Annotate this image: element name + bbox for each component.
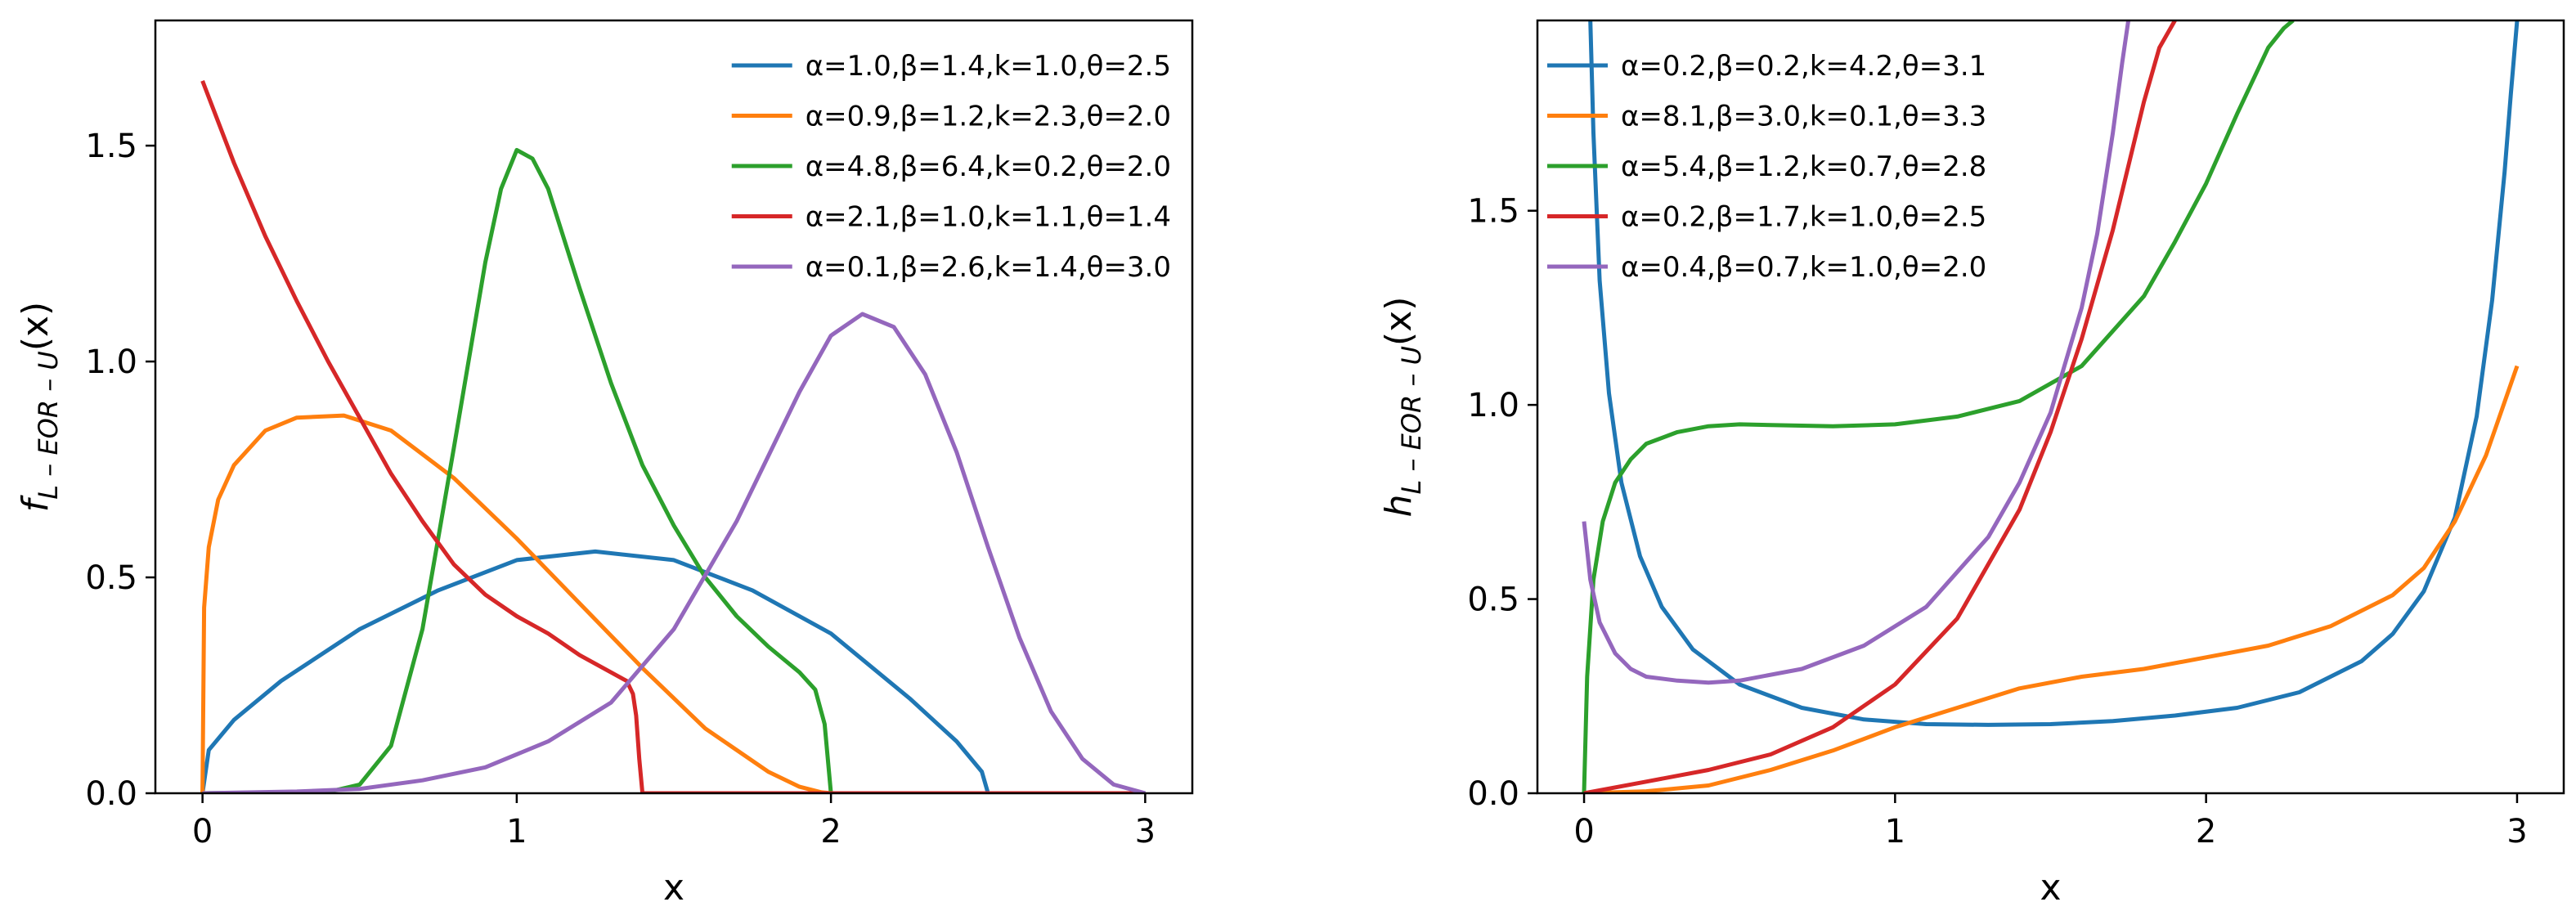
- series-line-4: [1583, 20, 2177, 793]
- y-tick-label: 1.5: [85, 128, 137, 165]
- series-line-2: [200, 413, 1146, 793]
- y-tick-label: 0.0: [85, 775, 137, 813]
- series-line-1: [200, 549, 1146, 793]
- plot-area: [200, 80, 1147, 793]
- legend-label: α=0.1,β=2.6,k=1.4,θ=3.0: [806, 251, 1171, 284]
- legend-label: α=5.4,β=1.2,k=0.7,θ=2.8: [1621, 150, 1986, 183]
- right-chart-hazard: 0 1 2 3 0.0 0.5 1.0 1.5 x hL – EOR – U(x) α=0.2,β=…: [1378, 19, 2565, 909]
- legend-entry-1: α=0.2,β=0.2,k=4.2,θ=3.1: [1547, 50, 1986, 83]
- legend-label: α=8.1,β=3.0,k=0.1,θ=3.3: [1621, 101, 1986, 133]
- x-tick-label: 1: [1885, 813, 1905, 850]
- x-tick-label: 3: [1135, 813, 1156, 850]
- legend-entry-3: α=4.8,β=6.4,k=0.2,θ=2.0: [731, 150, 1171, 183]
- legend-label: α=1.0,β=1.4,k=1.0,θ=2.5: [806, 50, 1171, 83]
- series-line-1: [1588, 20, 2520, 727]
- legend-entry-2: α=0.9,β=1.2,k=2.3,θ=2.0: [731, 101, 1171, 133]
- legend-entry-4: α=0.2,β=1.7,k=1.0,θ=2.5: [1547, 201, 1986, 234]
- y-tick-label: 1.5: [1467, 193, 1519, 231]
- y-axis-label: hL – EOR – U(x): [1378, 297, 1427, 518]
- legend-entry-3: α=5.4,β=1.2,k=0.7,θ=2.8: [1547, 150, 1986, 183]
- x-tick-label: 2: [820, 813, 841, 850]
- x-tick-label: 0: [1573, 813, 1594, 850]
- legend-entry-2: α=8.1,β=3.0,k=0.1,θ=3.3: [1547, 101, 1986, 133]
- axes-frame: [154, 19, 1194, 795]
- series-line-4: [200, 80, 1146, 793]
- x-axis-label: x: [663, 867, 684, 909]
- legend-label: α=0.9,β=1.2,k=2.3,θ=2.0: [806, 101, 1171, 133]
- y-tick-label: 0.0: [1467, 775, 1519, 813]
- plot-area: [1582, 20, 2520, 793]
- series-line-5: [1582, 20, 2131, 685]
- legend-label: α=0.2,β=1.7,k=1.0,θ=2.5: [1621, 201, 1986, 234]
- series-line-3: [1582, 20, 2295, 793]
- series-line-3: [202, 147, 1146, 793]
- y-tick-label: 1.0: [85, 343, 137, 381]
- axes-frame: [1536, 19, 2565, 795]
- legend-entry-5: α=0.4,β=0.7,k=1.0,θ=2.0: [1547, 251, 1986, 284]
- legend-label: α=2.1,β=1.0,k=1.1,θ=1.4: [806, 201, 1171, 234]
- x-tick-label: 3: [2506, 813, 2527, 850]
- legend-label: α=4.8,β=6.4,k=0.2,θ=2.0: [806, 150, 1171, 183]
- x-tick-label: 1: [506, 813, 527, 850]
- y-tick-label: 1.0: [1467, 387, 1519, 424]
- legend: α=1.0,β=1.4,k=1.0,θ=2.5 α=0.9,β=1.2,k=2.3…: [731, 50, 1171, 284]
- x-tick-label: 0: [192, 813, 213, 850]
- left-chart-density: 0 1 2 3 0.0 0.5 1.0 1.5 x fL – EOR – U(x) α=1.0,β=…: [15, 19, 1194, 909]
- legend-label: α=0.2,β=0.2,k=4.2,θ=3.1: [1621, 50, 1986, 83]
- y-tick-label: 0.5: [1467, 581, 1519, 619]
- legend-entry-5: α=0.1,β=2.6,k=1.4,θ=3.0: [731, 251, 1171, 284]
- legend-entry-1: α=1.0,β=1.4,k=1.0,θ=2.5: [731, 50, 1171, 83]
- x-axis-label: x: [2040, 867, 2061, 909]
- y-tick-label: 0.5: [85, 559, 137, 597]
- legend: α=0.2,β=0.2,k=4.2,θ=3.1 α=8.1,β=3.0,k=0.1…: [1547, 50, 1986, 284]
- legend-label: α=0.4,β=0.7,k=1.0,θ=2.0: [1621, 251, 1986, 284]
- series-line-2: [1583, 365, 2520, 793]
- x-tick-label: 2: [2196, 813, 2216, 850]
- legend-entry-4: α=2.1,β=1.0,k=1.1,θ=1.4: [731, 201, 1171, 234]
- y-axis-label: fL – EOR – U(x): [15, 302, 64, 512]
- series-line-5: [202, 312, 1147, 793]
